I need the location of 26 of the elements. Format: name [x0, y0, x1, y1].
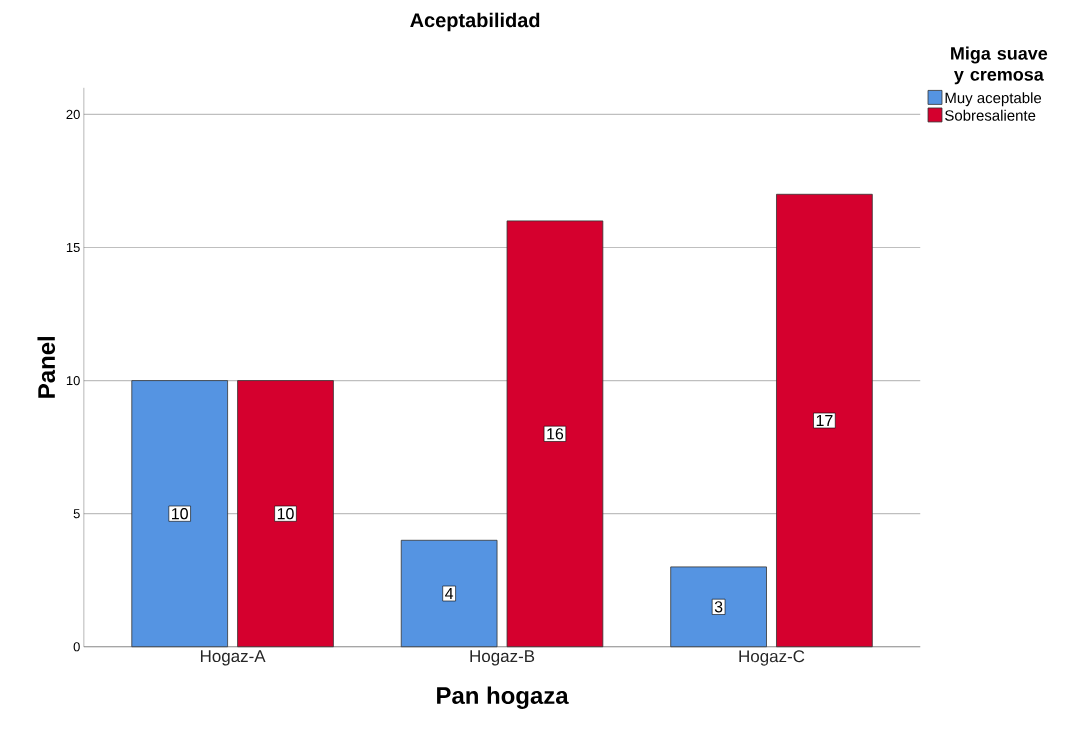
y-tick-label: 10 [66, 376, 80, 386]
bar [506, 220, 604, 648]
y-axis-title: Panel [37, 337, 56, 398]
y-tick-label: 20 [66, 110, 80, 120]
data-label: 10 [172, 508, 188, 520]
data-label: 17 [816, 415, 833, 427]
legend-label: Muy aceptable [945, 92, 1042, 107]
chart-title: Aceptabilidad [410, 12, 540, 32]
y-tick-label: 0 [73, 642, 80, 652]
data-label: 16 [547, 428, 564, 440]
x-tick-label: Hogaz-A [200, 650, 266, 666]
y-tick-label: 5 [73, 509, 80, 519]
x-tick-label: Hogaz-B [470, 650, 535, 666]
y-tick-label: 15 [66, 243, 80, 253]
bar [400, 540, 498, 648]
x-axis-title: Pan hogaza [437, 686, 569, 710]
data-label: 10 [277, 508, 294, 520]
bar [670, 566, 767, 648]
bar [237, 380, 334, 648]
legend-label: Sobresaliente [945, 109, 1036, 121]
bar [131, 380, 228, 648]
legend-title: Miga suave y cremosa [951, 46, 1048, 85]
bar [776, 194, 873, 648]
data-label: 3 [714, 601, 723, 613]
x-tick-label: Hogaz-C [739, 650, 805, 666]
data-label: 4 [445, 588, 454, 600]
